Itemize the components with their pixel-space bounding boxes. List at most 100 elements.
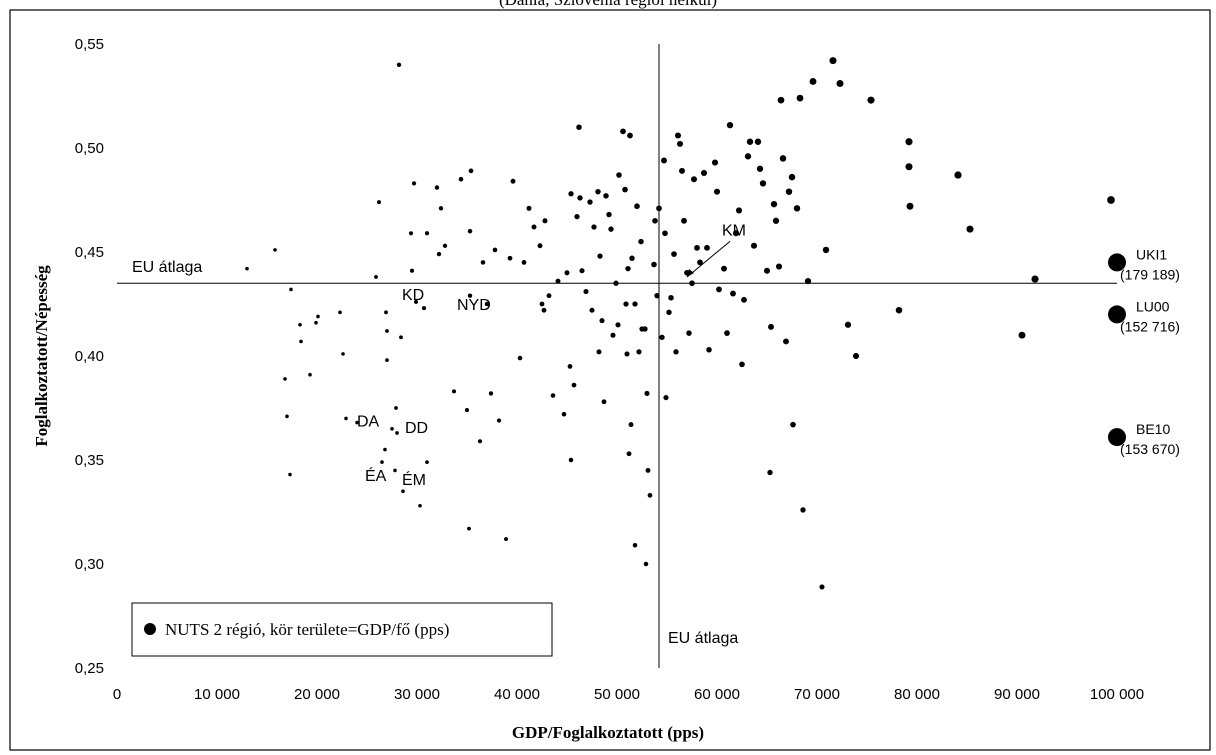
data-point [517,355,523,361]
eu-average-lines [117,44,1117,668]
data-point [421,306,427,311]
data-point [790,421,796,428]
data-point [744,153,752,160]
data-point [298,323,302,327]
data-point [697,259,703,266]
data-point [438,206,444,211]
data-point [413,299,419,304]
data-point [1031,275,1039,283]
data-point [390,427,394,431]
data-point [606,211,612,218]
data-point [484,301,490,307]
data-point [289,287,293,292]
x-tick-label: 90 000 [994,686,1040,703]
data-point [568,457,574,463]
data-point [694,244,700,251]
x-tick-label: 10 000 [194,686,240,703]
outlier-value: (152 716) [1120,318,1180,334]
y-tick-label: 0,25 [75,660,104,677]
data-point [706,346,712,353]
data-point [735,207,743,214]
data-point [344,416,348,421]
data-point [819,584,825,590]
data-point [768,323,774,330]
x-tick-label: 100 000 [1090,686,1144,703]
data-point [829,57,837,65]
y-tick-label: 0,45 [75,244,104,261]
data-point [434,185,440,190]
data-point [783,338,789,345]
data-point [467,228,473,234]
data-point [496,418,502,423]
partial-title: (Dánia, Szlovénia régiói nélkül) [0,0,1216,10]
data-point [308,372,312,377]
x-tick-label: 0 [113,686,121,703]
legend-marker [144,623,156,635]
data-point [620,128,626,135]
legend-text: NUTS 2 régió, kör területe=GDP/fő (pps) [165,620,449,639]
data-point [377,200,381,205]
data-point [836,80,844,88]
data-point [671,251,677,257]
y-tick-label: 0,40 [75,348,104,365]
data-point [770,201,778,208]
x-tick-label: 30 000 [394,686,440,703]
data-point [628,422,634,428]
data-point [510,178,516,184]
x-tick-label: 40 000 [494,686,540,703]
data-point [686,330,692,336]
data-point [338,310,342,315]
data-point [408,231,414,236]
region-label: KD [402,287,424,304]
data-point [355,420,359,425]
data-point [394,406,398,410]
data-point [656,205,662,212]
y-tick-label: 0,55 [75,36,104,53]
data-point [393,468,397,473]
data-point [316,314,320,319]
data-point [597,253,603,259]
data-point [285,414,289,419]
data-point [596,349,602,355]
data-point [800,507,806,513]
data-point [616,172,622,178]
data-point [464,408,470,413]
data-point [906,202,914,210]
data-point [587,199,593,205]
data-points [245,57,1115,590]
data-point [713,188,721,195]
data-point [561,411,567,417]
data-point [425,460,429,464]
data-point [756,165,764,172]
data-point [659,334,665,340]
km-arrow-line [686,240,731,278]
data-point [374,275,378,279]
chart-frame [9,9,1211,751]
data-point [651,261,657,268]
data-point [595,188,601,195]
data-point [396,62,402,68]
data-point [564,270,570,276]
data-point [384,310,388,315]
data-point [507,255,513,261]
data-point [550,393,556,398]
km-arrow-head [687,268,694,277]
data-point [409,268,415,273]
data-point [721,265,727,272]
data-point [788,173,796,181]
data-point [273,248,277,252]
data-point [767,469,773,476]
data-point [632,301,638,307]
data-point [546,293,552,299]
data-point [539,301,545,307]
data-point [467,293,473,298]
data-point [636,349,642,355]
data-point [458,176,464,182]
data-point [399,335,403,340]
data-point [772,217,780,224]
data-point [492,247,498,253]
data-point [724,330,730,336]
data-point [451,389,457,394]
x-tick-label: 50 000 [594,686,640,703]
data-point [662,230,668,237]
